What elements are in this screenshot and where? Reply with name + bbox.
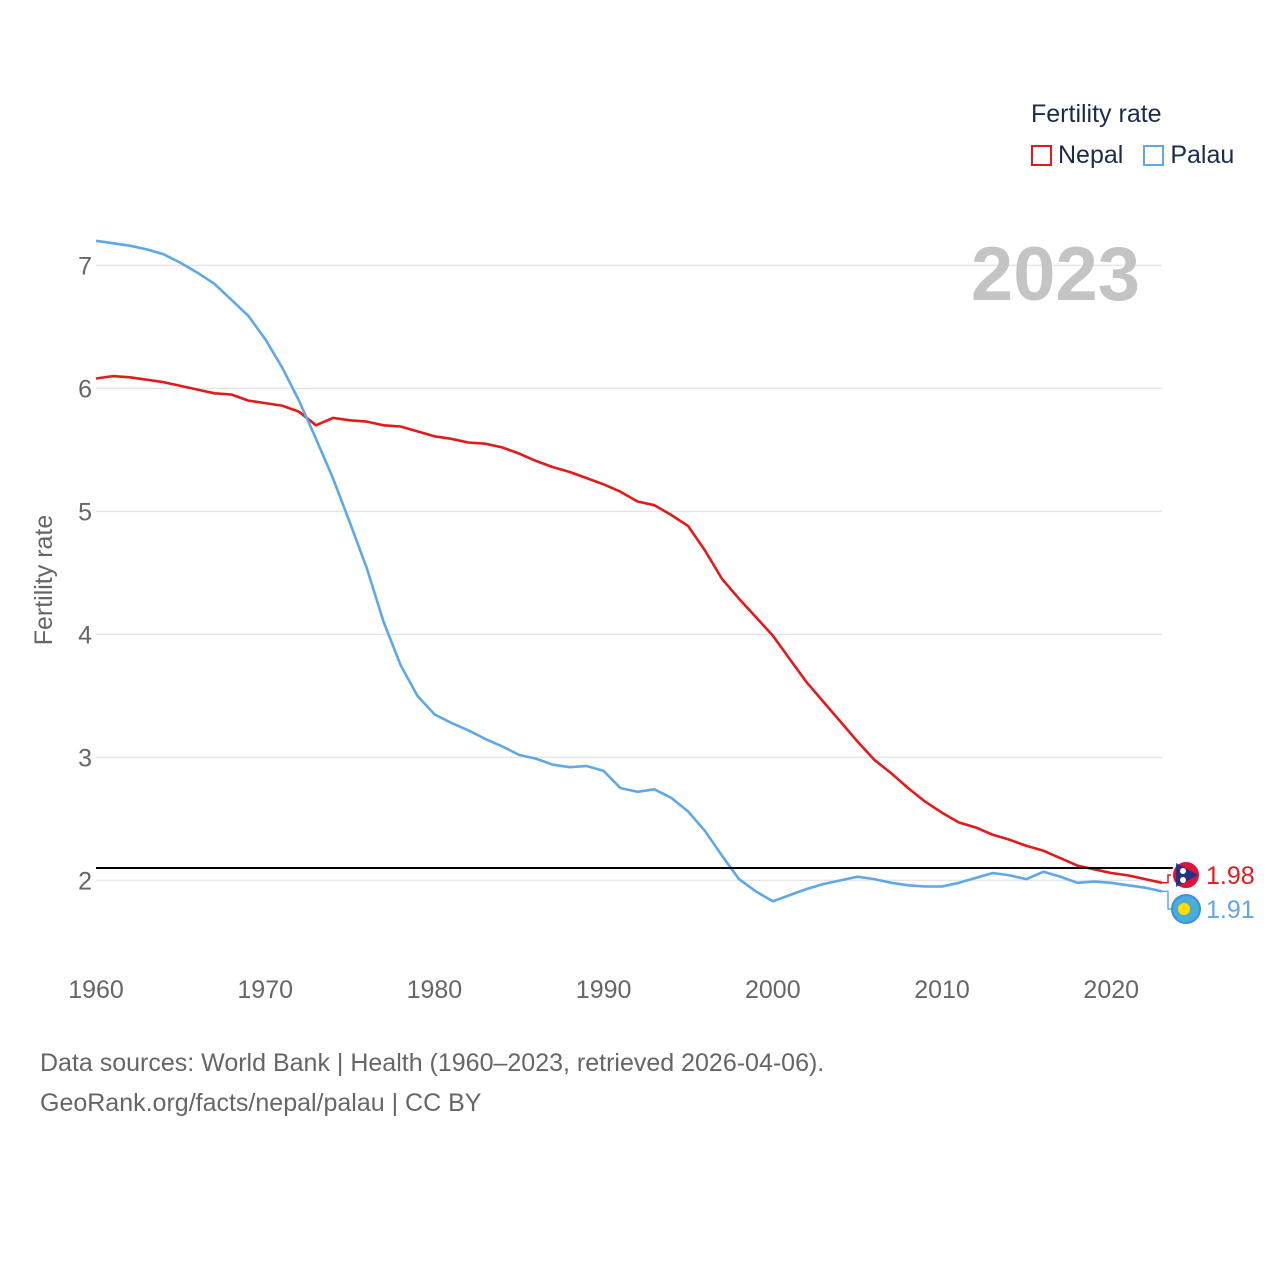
x-tick-2010: 2010 xyxy=(914,976,970,1004)
legend-swatch-palau xyxy=(1143,145,1165,166)
series-lines xyxy=(95,239,1163,903)
source-line-2[interactable]: GeoRank.org/facts/nepal/palau | CC BY xyxy=(40,1089,482,1117)
legend-items: Nepal Palau xyxy=(1031,141,1234,170)
legend-item-palau[interactable]: Palau xyxy=(1143,141,1234,170)
end-label-palau: 1.91 xyxy=(1206,896,1255,924)
series-line-palau xyxy=(95,239,1163,903)
source-note: Data sources: World Bank | Health (1960–… xyxy=(40,1043,824,1123)
y-tick-3: 3 xyxy=(78,744,92,772)
end-labels: 1.98 1.91 xyxy=(1162,860,1255,924)
x-tick-1980: 1980 xyxy=(407,976,463,1004)
x-tick-1960: 1960 xyxy=(68,976,124,1004)
x-tick-labels: 1960 1970 1980 1990 2000 2010 2020 xyxy=(68,976,1139,1004)
legend-label-nepal: Nepal xyxy=(1058,141,1124,169)
year-label: 2023 xyxy=(971,232,1140,317)
legend-title: Fertility rate xyxy=(1031,100,1162,128)
legend-swatch-nepal xyxy=(1031,145,1052,166)
legend: Fertility rate Nepal Palau xyxy=(1031,100,1234,170)
y-axis-label: Fertility rate xyxy=(30,515,58,646)
y-tick-6: 6 xyxy=(78,375,92,403)
y-tick-4: 4 xyxy=(78,621,92,649)
y-tick-5: 5 xyxy=(78,498,92,526)
gridlines xyxy=(96,264,1162,882)
palau-flag-icon xyxy=(1171,894,1201,924)
source-line-1: Data sources: World Bank | Health (1960–… xyxy=(40,1049,825,1077)
y-tick-2: 2 xyxy=(78,867,92,895)
y-tick-7: 7 xyxy=(78,252,92,280)
end-label-nepal: 1.98 xyxy=(1206,862,1255,890)
x-tick-2020: 2020 xyxy=(1083,976,1139,1004)
x-tick-2000: 2000 xyxy=(745,976,801,1004)
legend-item-nepal[interactable]: Nepal xyxy=(1031,141,1123,170)
nepal-flag-icon xyxy=(1171,860,1201,890)
x-tick-1990: 1990 xyxy=(576,976,632,1004)
series-line-nepal xyxy=(95,374,1163,885)
y-tick-labels: 2 3 4 5 6 7 xyxy=(78,252,92,895)
legend-label-palau: Palau xyxy=(1170,141,1235,169)
x-tick-1970: 1970 xyxy=(237,976,293,1004)
